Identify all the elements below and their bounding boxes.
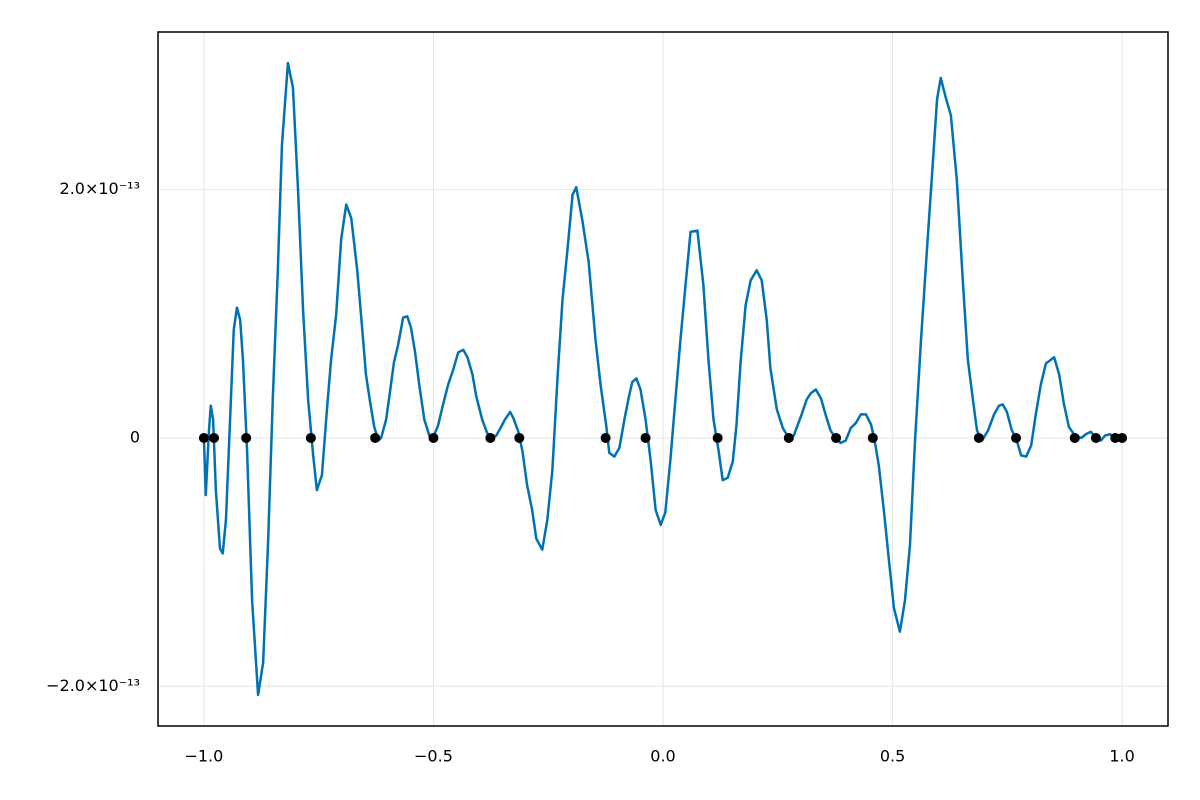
data-point [712,432,723,443]
data-point [428,432,439,443]
y-tick-label: −2.0×10⁻¹³ [46,676,140,695]
data-point [1069,432,1080,443]
axis-frame [157,31,1169,727]
x-tick-label: 0.0 [650,747,675,766]
data-point [867,432,878,443]
grid [158,32,1168,726]
data-point [600,432,611,443]
data-point [209,432,220,443]
x-tick-label: 1.0 [1109,747,1134,766]
data-point [1117,432,1128,443]
data-point [305,432,316,443]
y-tick-label: 2.0×10⁻¹³ [60,179,140,198]
x-tick-label: 0.5 [880,747,905,766]
data-point [370,432,381,443]
data-point [241,432,252,443]
data-point [1090,432,1101,443]
data-line [202,61,1123,697]
data-point [485,432,496,443]
plot-area [198,61,1128,697]
data-point [783,432,794,443]
y-tick-label: 0 [130,427,140,446]
data-point [973,432,984,443]
data-point [198,432,209,443]
data-point [831,432,842,443]
data-point [1110,432,1121,443]
data-point [514,432,525,443]
data-point [640,432,651,443]
x-tick-label: −1.0 [184,747,223,766]
x-tick-label: −0.5 [414,747,453,766]
data-point [1011,432,1022,443]
